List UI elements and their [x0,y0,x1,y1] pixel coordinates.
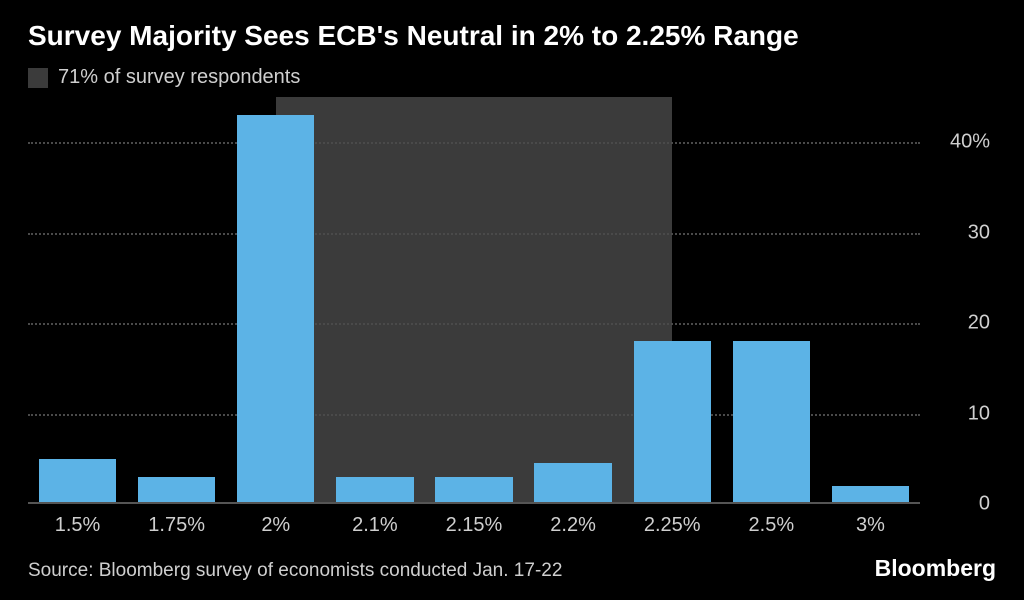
chart-title: Survey Majority Sees ECB's Neutral in 2%… [28,20,996,52]
y-tick-label: 40% [920,131,996,154]
bar [336,477,413,504]
bar-slot [424,97,523,504]
x-tick-label: 2.1% [325,514,424,537]
y-axis: 40%3020100 [920,97,996,504]
chart-area: 40%3020100 [28,97,996,504]
bar-slot [821,97,920,504]
legend-label: 71% of survey respondents [58,66,300,89]
plot-area [28,97,920,504]
bar-slot [524,97,623,504]
bar-slot [722,97,821,504]
bar [534,463,611,504]
bar [138,477,215,504]
x-tick-label: 2.15% [424,514,523,537]
x-tick-label: 2.25% [623,514,722,537]
x-baseline [28,502,920,504]
x-tick-label: 1.75% [127,514,226,537]
bar [435,477,512,504]
x-tick-label: 1.5% [28,514,127,537]
bars-group [28,97,920,504]
bar [733,341,810,504]
x-axis: 1.5%1.75%2%2.1%2.15%2.2%2.25%2.5%3% [28,514,996,537]
brand-logo: Bloomberg [875,555,996,582]
bar-slot [28,97,127,504]
x-tick-label: 3% [821,514,920,537]
x-tick-label: 2.2% [524,514,623,537]
bar-slot [325,97,424,504]
y-tick-label: 10 [920,402,996,425]
bar [237,115,314,504]
y-tick-label: 0 [920,493,996,516]
legend-swatch [28,68,48,88]
bar-slot [127,97,226,504]
chart-container: Survey Majority Sees ECB's Neutral in 2%… [0,0,1024,600]
bar [39,459,116,504]
legend: 71% of survey respondents [28,66,996,89]
bar [634,341,711,504]
y-tick-label: 30 [920,221,996,244]
x-tick-label: 2.5% [722,514,821,537]
bar-slot [226,97,325,504]
source-text: Source: Bloomberg survey of economists c… [28,560,562,582]
y-tick-label: 20 [920,312,996,335]
footer: Source: Bloomberg survey of economists c… [28,555,996,582]
x-tick-label: 2% [226,514,325,537]
bar-slot [623,97,722,504]
